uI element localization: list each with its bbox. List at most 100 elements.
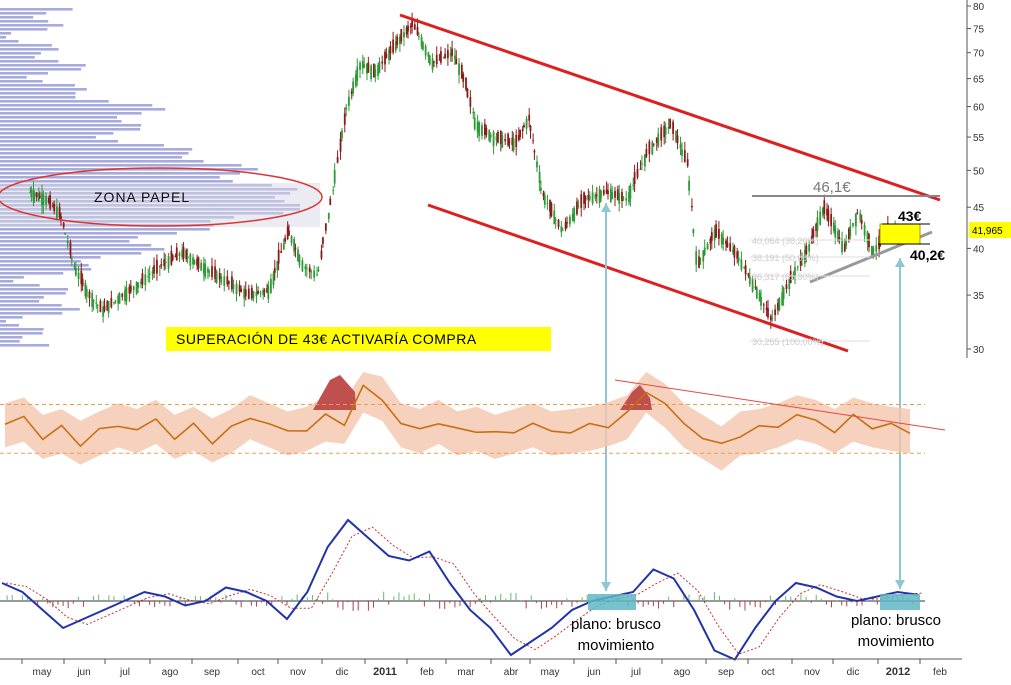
candle-body [207,268,209,273]
macd-line [1,518,919,661]
profile-bar [0,148,193,151]
candle-body [240,288,243,292]
candle-body [743,266,746,268]
candle-body [381,61,384,64]
x-tick-label: dic [847,667,860,678]
candle-body [683,150,686,162]
candle-body [247,288,250,299]
candle-body [568,216,571,225]
candle-body [208,271,211,273]
candle-body [449,52,452,57]
x-tick-label: jul [630,667,641,678]
candle-body [628,192,630,203]
candle-body [102,306,105,317]
candle-body [669,118,672,129]
candle-body [576,201,578,215]
candle-body [403,32,405,38]
candle-body [81,279,84,286]
profile-bar [0,56,35,59]
profile-bar [0,92,76,95]
volume-profile [0,8,320,347]
candle-body [339,138,342,152]
candle-body [796,266,799,268]
candle-body [664,127,667,135]
candle-body [313,270,316,278]
candle-body [686,159,689,166]
candle-body [765,307,768,311]
candle-body [808,244,811,252]
candle-body [837,230,839,242]
candle-body [515,134,518,147]
candle-body [280,250,283,253]
candle-body [588,195,591,200]
candle-body [607,190,609,195]
callout-box [166,327,551,351]
candle-body [577,205,580,207]
channel-lower-line [427,203,849,353]
candle-body [374,69,377,77]
candle-body [428,55,431,65]
candle-body [204,263,207,277]
candle-body [144,274,147,286]
candle-body [740,259,743,270]
candle-body [805,246,808,255]
candle-body [458,63,460,75]
candle-body [329,198,332,205]
profile-bar [0,152,189,155]
candle-body [528,114,531,121]
candle-body [663,125,666,138]
candle-body [625,198,628,201]
candle-body [511,137,514,146]
candle-body [257,290,259,295]
candle-body [767,308,769,318]
candle-body [235,283,238,295]
candle-body [460,64,463,79]
candle-body [45,195,47,205]
candle-body [622,197,625,200]
candle-body [405,27,408,35]
x-tick-label: nov [290,667,306,678]
y-tick-label: 30 [973,345,985,356]
candle-body [288,230,290,236]
candle-body [290,236,293,244]
candle-body [175,247,178,261]
candle-body [755,287,758,299]
profile-bar [0,308,80,311]
profile-bar [0,128,141,131]
candle-body [591,192,594,204]
profile-bar [0,324,19,327]
candle-body [164,261,167,264]
profile-bar [0,260,81,263]
candle-body [819,211,822,225]
candle-body [170,251,173,265]
profile-bar [0,344,50,347]
candle-body [550,203,553,217]
candle-body [542,192,545,197]
candle-body [769,316,772,321]
candle-body [523,125,525,127]
profile-bar [0,52,41,55]
candle-body [573,207,576,222]
annotations: ZONA PAPEL 46,1€ 43€ 40,2€ SUPERACIÓN DE 43€… [94,179,945,654]
profile-bar [0,144,165,147]
candle-body [699,258,702,260]
candle-body [202,263,205,274]
profile-bar [0,160,204,163]
candle-body [679,144,682,149]
candle-body [189,254,192,266]
profile-bar [0,248,165,251]
candle-body [747,273,750,276]
candle-body [316,274,318,276]
candle-body [466,88,469,98]
candle-body [446,50,449,59]
candle-body [129,285,132,292]
candle-body [868,234,870,248]
candle-body [47,198,50,203]
oscillator-band [5,372,910,471]
candle-body [595,194,598,196]
candle-body [849,226,852,237]
candle-body [62,223,65,228]
profile-bar [0,164,242,167]
candle-body [525,118,528,129]
candle-body [621,191,623,202]
